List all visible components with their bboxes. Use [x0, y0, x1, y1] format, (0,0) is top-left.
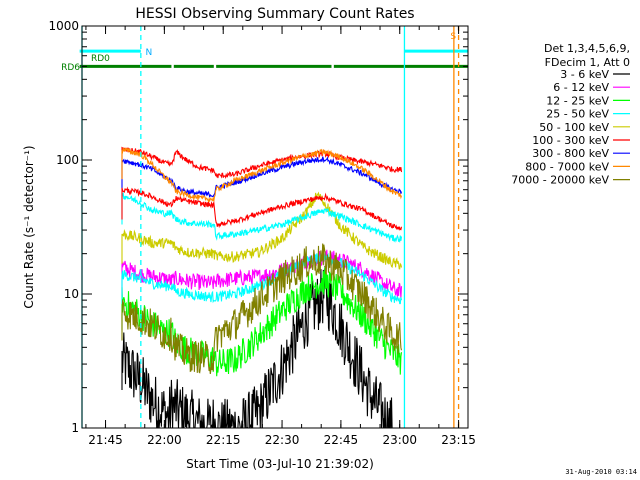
- series-line-7: [121, 147, 403, 204]
- rd0-flag-label: RD0: [91, 54, 110, 64]
- series-line-10: [121, 186, 403, 231]
- legend-header-line-2: FDecim 1, Att 0: [545, 56, 630, 69]
- x-tick-label-6: 23:15: [441, 433, 476, 447]
- series-line-1: [121, 249, 403, 299]
- legend-label-6: 300 - 800 keV: [532, 147, 609, 160]
- series-line-5: [121, 146, 403, 180]
- chart-title: HESSI Observing Summary Count Rates: [135, 6, 414, 22]
- x-tick-label-1: 22:00: [147, 433, 182, 447]
- series-line-9: [121, 191, 403, 244]
- y-tick-label-2: 100: [56, 153, 79, 167]
- x-tick-label-4: 22:45: [324, 433, 359, 447]
- legend-label-2: 12 - 25 keV: [546, 94, 609, 107]
- x-tick-label-0: 21:45: [88, 433, 123, 447]
- x-tick-label-5: 23:00: [382, 433, 417, 447]
- x-tick-label-2: 22:15: [206, 433, 241, 447]
- x-axis-label: Start Time (03-Jul-10 21:39:02): [186, 457, 374, 471]
- legend-label-8: 7000 - 20000 keV: [511, 174, 609, 187]
- y-tick-label-3: 1000: [48, 19, 79, 33]
- night-flag-label: N: [146, 48, 153, 58]
- y-axis-label: Count Rate (s⁻¹ detector⁻¹): [22, 145, 36, 308]
- legend-label-1: 6 - 12 keV: [553, 81, 609, 94]
- series-line-8: [121, 243, 403, 374]
- x-tick-label-3: 22:30: [265, 433, 300, 447]
- plot-frame: [81, 25, 469, 429]
- legend-label-4: 50 - 100 keV: [539, 121, 609, 134]
- y-tick-label-0: 1: [71, 421, 79, 435]
- axes: 21:45 22:00 22:15 22:30 22:45 23:00 23:15 1 10 10…: [48, 19, 475, 447]
- legend-label-5: 100 - 300 keV: [532, 134, 609, 147]
- series-line-4: [121, 191, 403, 270]
- rd6-flag-label: RD6: [61, 63, 80, 73]
- legend-label-0: 3 - 6 keV: [560, 68, 609, 81]
- footer-timestamp: 31-Aug-2010 03:14: [565, 468, 637, 476]
- series-layer: [121, 146, 403, 429]
- y-tick-label-1: 10: [64, 287, 79, 301]
- legend-label-3: 25 - 50 keV: [546, 108, 609, 121]
- legend-header-line-1: Det 1,3,4,5,6,9,: [544, 42, 630, 55]
- legend-label-7: 800 - 7000 keV: [525, 160, 609, 173]
- series-line-0: [121, 265, 395, 429]
